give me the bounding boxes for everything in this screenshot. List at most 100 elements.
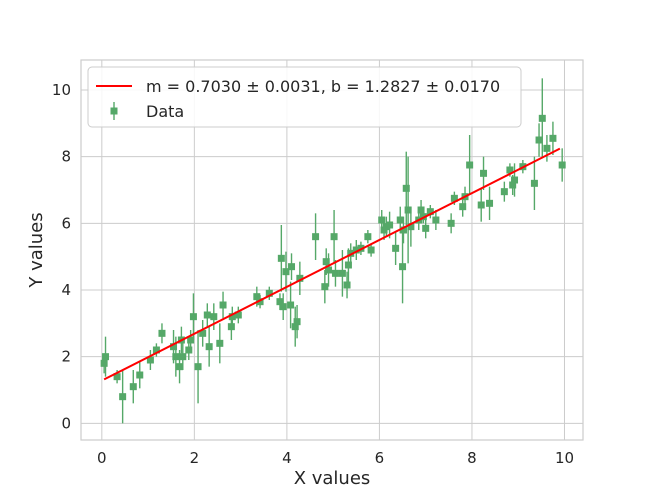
data-point bbox=[129, 383, 137, 391]
x-tick-label: 6 bbox=[375, 449, 385, 467]
data-point bbox=[287, 301, 295, 309]
data-point bbox=[203, 311, 211, 319]
data-point bbox=[364, 233, 372, 241]
data-point bbox=[466, 161, 474, 169]
data-point bbox=[113, 373, 121, 381]
data-point bbox=[146, 356, 154, 364]
data-point bbox=[509, 181, 517, 189]
data-point bbox=[296, 274, 304, 282]
data-point bbox=[256, 298, 264, 306]
x-tick-label: 0 bbox=[97, 449, 107, 467]
data-point bbox=[404, 206, 412, 214]
data-point bbox=[367, 246, 375, 254]
data-point bbox=[378, 216, 386, 224]
x-axis-label: X values bbox=[294, 468, 371, 489]
data-point bbox=[158, 329, 166, 337]
data-point bbox=[189, 313, 197, 321]
data-point bbox=[282, 268, 290, 276]
data-point bbox=[331, 269, 339, 277]
data-point bbox=[450, 194, 458, 202]
data-point bbox=[227, 323, 235, 331]
data-point bbox=[477, 201, 485, 209]
data-point bbox=[228, 313, 236, 321]
data-point bbox=[234, 311, 242, 319]
data-point bbox=[432, 216, 440, 224]
data-point bbox=[291, 323, 299, 331]
data-point bbox=[312, 233, 320, 241]
data-point bbox=[426, 208, 434, 216]
legend-box bbox=[87, 66, 522, 128]
data-point bbox=[506, 166, 514, 174]
data-point bbox=[265, 289, 273, 297]
x-tick-label: 4 bbox=[282, 449, 292, 467]
legend: m = 0.7030 ± 0.0031, b = 1.2827 ± 0.0170… bbox=[87, 66, 522, 128]
data-point bbox=[500, 188, 508, 196]
data-point bbox=[210, 313, 218, 321]
y-tick-label: 4 bbox=[61, 281, 71, 299]
data-point bbox=[102, 353, 110, 361]
data-point bbox=[386, 221, 394, 229]
data-point bbox=[194, 363, 202, 371]
legend-data-marker bbox=[110, 107, 118, 115]
data-point bbox=[543, 144, 551, 152]
data-point bbox=[392, 244, 400, 252]
data-point bbox=[538, 114, 546, 122]
data-point bbox=[399, 226, 407, 234]
data-point bbox=[152, 346, 160, 354]
data-point bbox=[199, 329, 207, 337]
x-tick-label: 8 bbox=[467, 449, 477, 467]
data-point bbox=[558, 161, 566, 169]
data-point bbox=[338, 269, 346, 277]
data-point bbox=[549, 134, 557, 142]
data-point bbox=[276, 298, 284, 306]
data-point bbox=[185, 346, 193, 354]
data-point bbox=[170, 343, 178, 351]
y-tick-label: 10 bbox=[52, 81, 71, 99]
error-bars bbox=[103, 78, 563, 424]
data-point bbox=[459, 203, 467, 211]
data-point bbox=[325, 266, 333, 274]
fit-line bbox=[103, 147, 561, 381]
data-point bbox=[279, 303, 287, 311]
data-point bbox=[530, 179, 538, 187]
legend-data-label: Data bbox=[146, 102, 184, 121]
data-point bbox=[399, 263, 407, 271]
data-point bbox=[205, 343, 213, 351]
data-point bbox=[486, 199, 494, 207]
data-point bbox=[407, 223, 415, 231]
data-point bbox=[417, 206, 425, 214]
data-point bbox=[219, 301, 227, 309]
data-point bbox=[330, 233, 338, 241]
data-point bbox=[396, 216, 404, 224]
data-point bbox=[253, 293, 261, 301]
data-point bbox=[100, 359, 108, 367]
y-tick-label: 8 bbox=[61, 148, 71, 166]
data-point bbox=[136, 371, 144, 379]
data-point bbox=[322, 258, 330, 266]
data-point bbox=[447, 219, 455, 227]
data-point bbox=[216, 339, 224, 347]
y-tick-label: 0 bbox=[61, 414, 71, 432]
data-point bbox=[343, 281, 351, 289]
plot-frame bbox=[80, 59, 584, 441]
x-tick-label: 10 bbox=[555, 449, 574, 467]
y-axis-label: Y values bbox=[26, 212, 47, 288]
data-point bbox=[172, 353, 180, 361]
x-tick-label: 2 bbox=[190, 449, 200, 467]
y-tick-label: 2 bbox=[61, 348, 71, 366]
data-point bbox=[344, 261, 352, 269]
data-point bbox=[176, 363, 184, 371]
data-point bbox=[293, 318, 301, 326]
data-point bbox=[352, 246, 360, 254]
data-point bbox=[119, 393, 127, 401]
data-point bbox=[179, 353, 187, 361]
y-tick-label: 6 bbox=[61, 214, 71, 232]
data-point bbox=[288, 263, 296, 271]
tick-labels: 0 2 4 6 8 10 0 2 4 6 8 10 bbox=[52, 81, 574, 467]
data-point bbox=[402, 184, 410, 192]
data-point bbox=[347, 249, 355, 257]
legend-fit-label: m = 0.7030 ± 0.0031, b = 1.2827 ± 0.0170 bbox=[146, 77, 500, 96]
data-point bbox=[277, 254, 285, 262]
data-point bbox=[511, 176, 519, 184]
